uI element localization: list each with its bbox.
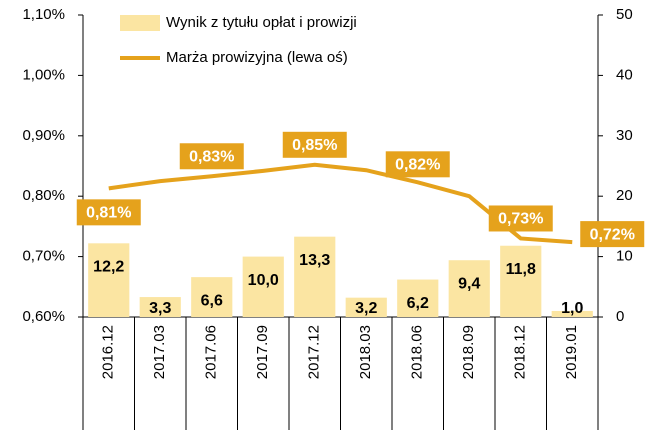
x-tick-label: 2019.01: [563, 325, 580, 379]
x-tick-label: 2017.06: [203, 325, 220, 379]
x-tick-label: 2017.12: [306, 325, 323, 379]
bar: [551, 310, 593, 317]
y2-tick-label: 30: [616, 127, 633, 144]
bar-value-label: 3,2: [355, 300, 377, 317]
bar: [88, 243, 130, 317]
bar-value-label: 9,4: [458, 275, 480, 292]
x-tick-label: 2018.06: [409, 325, 426, 379]
bar-value-label: 12,2: [93, 259, 124, 276]
y-tick-label: 0,60%: [22, 308, 65, 325]
line-label-box: [179, 143, 244, 170]
line-value-label: 0,82%: [395, 157, 440, 174]
bar-value-label: 6,2: [407, 295, 429, 312]
line-label-box: [580, 221, 645, 248]
line-label-box: [76, 199, 141, 226]
y2-tick-label: 10: [616, 248, 633, 265]
bar: [448, 260, 490, 317]
y-tick-label: 1,10%: [22, 6, 65, 23]
x-tick-label: 2018.09: [460, 325, 477, 379]
line-label-box: [385, 151, 450, 178]
bar-value-label: 3,3: [149, 300, 171, 317]
x-tick-label: 2018.03: [357, 325, 374, 379]
line-label-box: [488, 205, 553, 232]
y-tick-label: 0,70%: [22, 248, 65, 265]
legend-label: Marża prowizyjna (lewa oś): [166, 49, 348, 66]
line-label-box: [282, 131, 347, 158]
line-value-label: 0,73%: [498, 211, 543, 228]
bar: [242, 256, 284, 317]
line-value-label: 0,83%: [189, 148, 234, 165]
line-value-label: 0,72%: [590, 226, 635, 243]
bar: [500, 245, 542, 317]
x-tick-label: 2017.03: [151, 325, 168, 379]
bar: [345, 297, 387, 317]
y-tick-label: 0,80%: [22, 187, 65, 204]
legend-label: Wynik z tytułu opłat i prowizji: [166, 14, 357, 31]
y-tick-label: 0,90%: [22, 127, 65, 144]
x-tick-label: 2016.12: [100, 325, 117, 379]
line-value-label: 0,81%: [86, 205, 131, 222]
x-tick-label: 2017.09: [254, 325, 271, 379]
legend-swatch: [120, 15, 160, 31]
bar: [139, 297, 181, 317]
y2-tick-label: 40: [616, 66, 633, 83]
bar-value-label: 11,8: [506, 261, 536, 278]
x-tick-label: 2018.12: [512, 325, 529, 379]
bar-value-label: 13,3: [299, 252, 330, 269]
bar-value-label: 1,0: [561, 300, 583, 317]
y2-tick-label: 20: [616, 187, 633, 204]
bar-value-label: 6,6: [201, 292, 223, 309]
bar: [191, 277, 233, 317]
bar-value-label: 10,0: [248, 272, 279, 289]
y2-tick-label: 50: [616, 6, 633, 23]
y2-tick-label: 0: [616, 308, 624, 325]
line-value-label: 0,85%: [292, 137, 337, 154]
y-tick-label: 1,00%: [22, 66, 65, 83]
bar: [397, 279, 439, 317]
bar: [294, 236, 336, 317]
